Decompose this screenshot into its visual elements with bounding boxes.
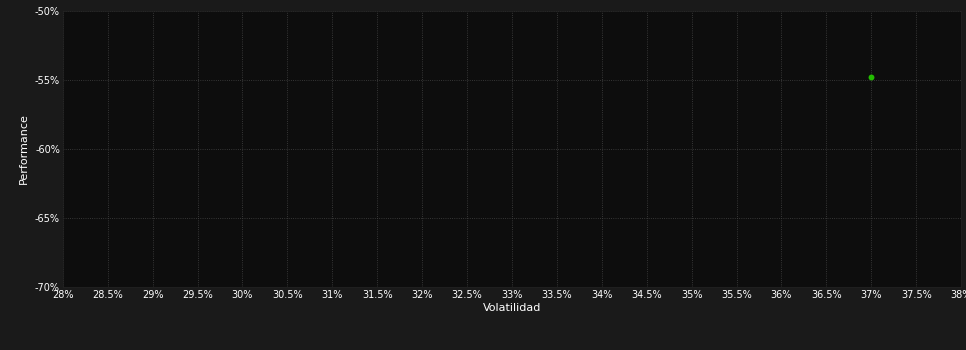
Y-axis label: Performance: Performance [19,113,29,184]
X-axis label: Volatilidad: Volatilidad [483,302,541,313]
Point [864,74,879,80]
